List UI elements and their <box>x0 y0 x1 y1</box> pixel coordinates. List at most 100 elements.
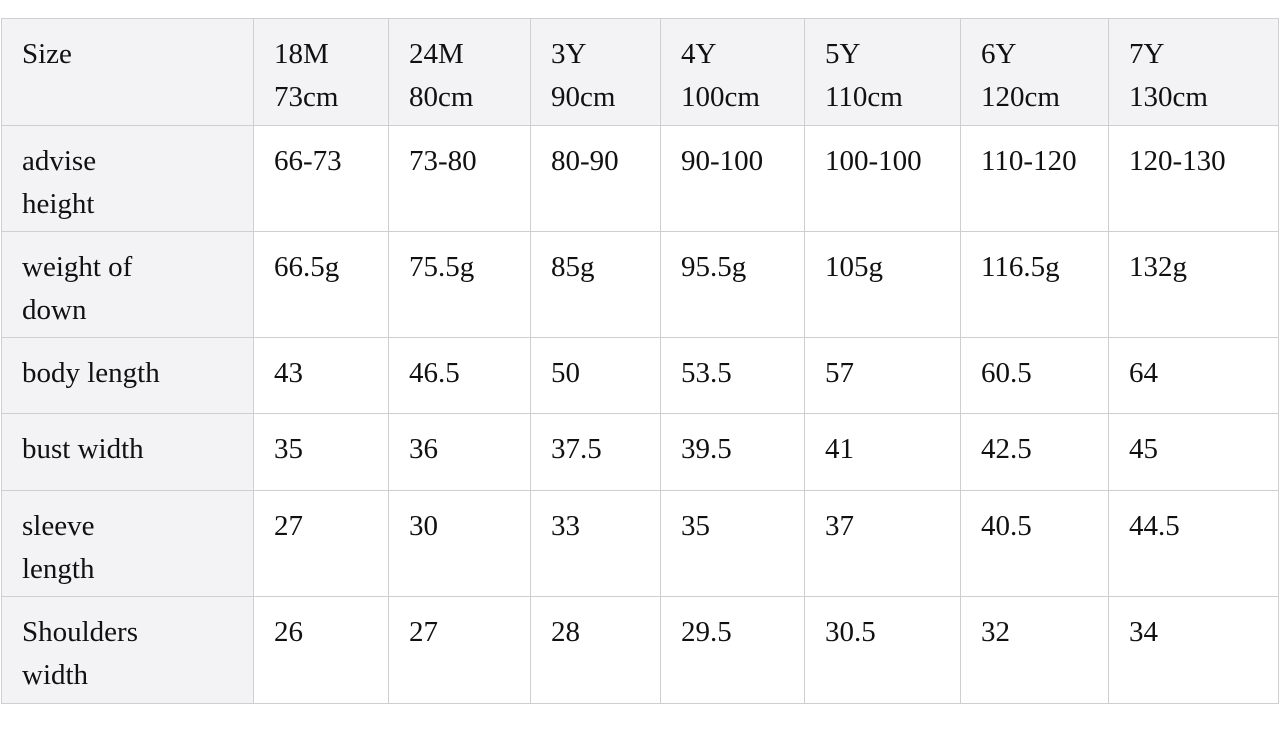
cell-text: 95.5g <box>681 251 747 283</box>
data-cell: 26 <box>253 596 389 704</box>
data-cell: 28 <box>530 596 661 704</box>
data-cell: 60.5 <box>960 337 1109 414</box>
cell-text: 30.5 <box>825 616 876 648</box>
cell-text: 85g <box>551 251 595 283</box>
cell-text: 116.5g <box>981 251 1060 283</box>
header-cell: 6Y 120cm <box>960 18 1109 126</box>
data-cell: 50 <box>530 337 661 414</box>
cell-text: down <box>22 294 87 326</box>
cell-text: 130cm <box>1129 81 1208 113</box>
data-cell: 66-73 <box>253 125 389 232</box>
cell-text: bust width <box>22 433 144 465</box>
header-cell: 7Y 130cm <box>1108 18 1279 126</box>
cell-text: 44.5 <box>1129 510 1180 542</box>
cell-text: 80-90 <box>551 145 619 177</box>
cell-text: 53.5 <box>681 357 732 389</box>
data-cell: 35 <box>660 490 805 597</box>
cell-text: 37.5 <box>551 433 602 465</box>
row-label-cell: sleeve length <box>1 490 254 597</box>
cell-text: 39.5 <box>681 433 732 465</box>
header-cell: 24M 80cm <box>388 18 531 126</box>
cell-text: 45 <box>1129 433 1158 465</box>
cell-text: 64 <box>1129 357 1158 389</box>
cell-text: 34 <box>1129 616 1158 648</box>
data-cell: 42.5 <box>960 413 1109 491</box>
data-cell: 80-90 <box>530 125 661 232</box>
cell-text: 90-100 <box>681 145 764 177</box>
cell-text: 120cm <box>981 81 1060 113</box>
row-label-cell: advise height <box>1 125 254 232</box>
row-label-cell: body length <box>1 337 254 414</box>
cell-text: 36 <box>409 433 438 465</box>
data-cell: 32 <box>960 596 1109 704</box>
row-label-cell: weight of down <box>1 231 254 338</box>
cell-text: 50 <box>551 357 580 389</box>
header-cell: Size <box>1 18 254 126</box>
cell-text: 110-120 <box>981 145 1077 177</box>
cell-text: 100-100 <box>825 145 922 177</box>
cell-text: advise <box>22 145 97 177</box>
cell-text: Shoulders <box>22 616 138 648</box>
cell-text: 37 <box>825 510 854 542</box>
data-cell: 39.5 <box>660 413 805 491</box>
cell-text: 41 <box>825 433 854 465</box>
data-cell: 35 <box>253 413 389 491</box>
data-cell: 100-100 <box>804 125 961 232</box>
row-label-cell: bust width <box>1 413 254 491</box>
data-cell: 64 <box>1108 337 1279 414</box>
header-cell: 18M 73cm <box>253 18 389 126</box>
cell-text: 28 <box>551 616 580 648</box>
data-cell: 27 <box>388 596 531 704</box>
cell-text: 57 <box>825 357 854 389</box>
data-cell: 120-130 <box>1108 125 1279 232</box>
header-cell: 5Y 110cm <box>804 18 961 126</box>
data-cell: 36 <box>388 413 531 491</box>
data-cell: 66.5g <box>253 231 389 338</box>
data-cell: 40.5 <box>960 490 1109 597</box>
data-cell: 41 <box>804 413 961 491</box>
data-cell: 116.5g <box>960 231 1109 338</box>
cell-text: 24M <box>409 38 464 70</box>
cell-text: 120-130 <box>1129 145 1226 177</box>
data-cell: 30 <box>388 490 531 597</box>
cell-text: 27 <box>274 510 303 542</box>
cell-text: 3Y <box>551 38 587 70</box>
data-cell: 57 <box>804 337 961 414</box>
data-cell: 73-80 <box>388 125 531 232</box>
cell-text: 7Y <box>1129 38 1165 70</box>
data-cell: 37 <box>804 490 961 597</box>
data-cell: 90-100 <box>660 125 805 232</box>
cell-text: 40.5 <box>981 510 1032 542</box>
data-cell: 75.5g <box>388 231 531 338</box>
cell-text: height <box>22 188 95 220</box>
cell-text: 90cm <box>551 81 616 113</box>
header-cell: 3Y 90cm <box>530 18 661 126</box>
cell-text: weight of <box>22 251 133 283</box>
cell-text: 35 <box>274 433 303 465</box>
data-cell: 37.5 <box>530 413 661 491</box>
data-cell: 29.5 <box>660 596 805 704</box>
data-cell: 34 <box>1108 596 1279 704</box>
cell-text: 73-80 <box>409 145 477 177</box>
cell-text: 35 <box>681 510 710 542</box>
cell-text: sleeve <box>22 510 95 542</box>
data-cell: 95.5g <box>660 231 805 338</box>
data-cell: 43 <box>253 337 389 414</box>
cell-text: 46.5 <box>409 357 460 389</box>
cell-text: 66.5g <box>274 251 340 283</box>
data-cell: 85g <box>530 231 661 338</box>
cell-text: 33 <box>551 510 580 542</box>
cell-text: 5Y <box>825 38 861 70</box>
data-cell: 110-120 <box>960 125 1109 232</box>
cell-text: 66-73 <box>274 145 342 177</box>
cell-text: 30 <box>409 510 438 542</box>
data-cell: 30.5 <box>804 596 961 704</box>
cell-text: 132g <box>1129 251 1187 283</box>
row-label-cell: Shoulders width <box>1 596 254 704</box>
cell-text: 26 <box>274 616 303 648</box>
cell-text: 105g <box>825 251 883 283</box>
cell-text: length <box>22 553 95 585</box>
cell-text: 75.5g <box>409 251 475 283</box>
data-cell: 46.5 <box>388 337 531 414</box>
data-cell: 33 <box>530 490 661 597</box>
